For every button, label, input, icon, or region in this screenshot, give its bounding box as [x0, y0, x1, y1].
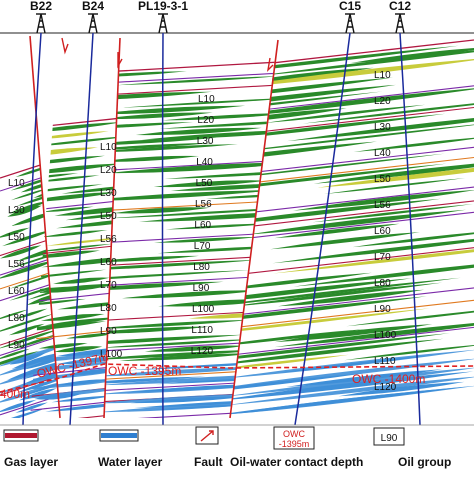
oil-group-label: L90	[100, 326, 117, 337]
oil-group-label: L56	[374, 200, 391, 211]
oil-group-label: L60	[8, 286, 25, 297]
oil-group-label: L30	[374, 122, 391, 133]
partial-depth-label: 400m	[0, 387, 30, 401]
owc-dashed-line	[0, 363, 474, 393]
oil-group-label: L90	[374, 304, 391, 315]
well-trajectory-c15	[294, 32, 351, 426]
oil-group-label: L120	[191, 346, 214, 357]
oil-group-label: L50	[100, 211, 117, 222]
oil-group-labels: L10 L30 L50 L56 L60 L80 L90 L10 L20 L30 L50 L56 L60 L…	[8, 70, 397, 393]
oil-group-label: L100	[100, 349, 123, 360]
derrick-icon	[88, 13, 98, 34]
oil-group-label: L90	[193, 283, 210, 294]
legend-owc-box-line1: OWC	[283, 429, 305, 439]
oil-group-label: L10	[374, 70, 391, 81]
derrick-icon	[395, 13, 405, 34]
oil-group-label: L30	[100, 188, 117, 199]
oil-group-label: L80	[100, 303, 117, 314]
oil-group-label: L50	[8, 232, 25, 243]
oil-group-label: L70	[194, 241, 211, 252]
derrick-icon	[345, 13, 355, 34]
oil-group-label: L70	[374, 252, 391, 263]
fault-line	[103, 37, 121, 419]
legend-item-owc: OWC -1395m Oil-water contact depth	[230, 426, 363, 469]
oil-group-label: L10	[100, 142, 117, 153]
oil-group-label: L100	[192, 304, 215, 315]
oil-group-label: L30	[197, 136, 214, 147]
oil-group-label: L90	[8, 340, 25, 351]
owc-swatch	[273, 426, 315, 450]
oil-group-label: L50	[196, 178, 213, 189]
well-trajectory-c12	[399, 32, 421, 426]
oil-group-label: L110	[191, 325, 213, 336]
fault-arrow-icon	[117, 52, 123, 69]
faults	[29, 35, 279, 419]
legend-fault-label: Fault	[194, 455, 223, 469]
well-heads: B22 B24 PL19-3-1 C15 C12	[30, 0, 411, 34]
oil-group-label: L56	[8, 259, 25, 270]
oil-group-label: L60	[100, 257, 117, 268]
oil-group-label: L10	[8, 178, 25, 189]
owc-label-3: OWC -1400m	[352, 372, 425, 386]
legend-water-label: Water layer	[98, 455, 163, 469]
oil-group-label: L80	[374, 278, 391, 289]
oil-group-label: L110	[374, 356, 396, 367]
legend-gas-label: Gas layer	[4, 455, 58, 469]
fault-arrow-icon	[266, 57, 274, 73]
well-trajectory-pl19	[161, 32, 164, 426]
fault-swatch-icon	[200, 430, 214, 442]
well-name-c12: C12	[389, 0, 411, 13]
derrick-icon	[36, 13, 46, 34]
oil-group-label: L20	[374, 96, 391, 107]
fault-arrow-icon	[61, 37, 69, 55]
legend-owc-label: Oil-water contact depth	[230, 455, 363, 469]
oil-group-label: L100	[374, 330, 397, 341]
oil-group-swatch	[373, 427, 405, 446]
oil-group-label: L80	[193, 262, 210, 273]
legend-owc-box-line2: -1395m	[279, 439, 310, 449]
legend-item-fault: Fault	[194, 426, 223, 469]
oil-group-label: L60	[194, 220, 211, 231]
oil-group-label: L30	[8, 205, 25, 216]
oil-group-label: L60	[374, 226, 391, 237]
derrick-icon	[158, 13, 168, 34]
owc-label-2: OWC -1395m	[108, 364, 181, 378]
oil-group-label: L10	[198, 94, 215, 105]
well-name-pl19: PL19-3-1	[138, 0, 188, 13]
well-trajectory-b24	[69, 32, 94, 426]
well-name-b24: B24	[82, 0, 104, 13]
fault-block-3	[104, 61, 278, 418]
well-name-c15: C15	[339, 0, 361, 13]
oil-group-label: L20	[100, 165, 117, 176]
legend-item-oil-group: L90 Oil group	[373, 427, 451, 469]
oil-group-label: L80	[8, 313, 25, 324]
legend-item-gas: Gas layer	[3, 429, 58, 469]
owc-lines	[0, 363, 474, 393]
fault-line	[29, 35, 61, 419]
oil-group-label: L40	[196, 157, 213, 168]
oil-group-label: L20	[197, 115, 214, 126]
legend: Gas layer Water layer Fault OWC -1395m O…	[3, 426, 451, 469]
oil-group-label: L70	[100, 280, 117, 291]
well-trajectories	[22, 32, 421, 426]
oil-group-label: L56	[100, 234, 117, 245]
legend-oil-box: L90	[381, 433, 398, 444]
oil-group-label: L120	[374, 382, 397, 393]
fault-line	[229, 39, 279, 419]
legend-oil-label: Oil group	[398, 455, 451, 469]
well-trajectory-b22	[22, 32, 42, 426]
oil-group-label: L40	[374, 148, 391, 159]
oil-group-label: L50	[374, 174, 391, 185]
legend-item-water: Water layer	[98, 429, 163, 469]
oil-group-label: L56	[195, 199, 212, 210]
well-name-b22: B22	[30, 0, 52, 13]
